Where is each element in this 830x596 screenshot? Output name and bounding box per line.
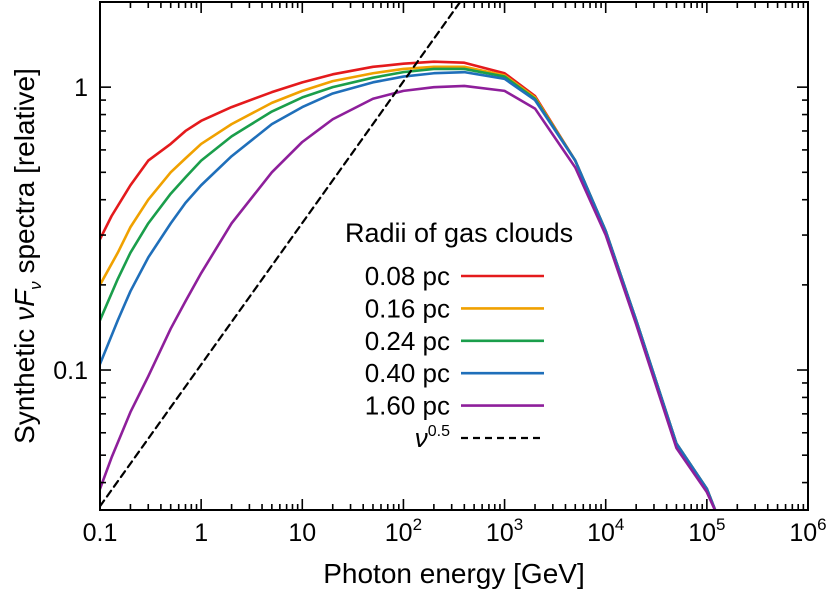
y-axis-title-nu: ν	[9, 307, 40, 321]
x-tick-label: 106	[789, 515, 826, 547]
x-tick-label: 103	[486, 515, 523, 547]
series-line-3	[100, 70, 717, 510]
x-tick-label: 105	[688, 515, 725, 547]
legend-label-1: 0.16 pc	[365, 293, 450, 323]
y-axis-title: Synthetic νFν spectra [relative]	[9, 68, 45, 444]
x-tick-label: 0.1	[83, 519, 118, 547]
x-tick-label: 104	[587, 515, 624, 547]
x-tick-label: 102	[385, 515, 422, 547]
legend-label-3: 0.40 pc	[365, 358, 450, 388]
x-tick-labels: 0.1 1 10 102 103 104 105 106	[83, 515, 827, 547]
tick-layer	[99, 1, 808, 510]
x-tick-label: 1	[194, 519, 208, 547]
legend-label-5: ν0.5	[415, 423, 450, 453]
series-line-4	[100, 84, 717, 510]
legend-label-4: 1.60 pc	[365, 391, 450, 421]
y-axis-title-F: F	[9, 288, 40, 307]
legend-label-0: 0.08 pc	[365, 261, 450, 291]
series-layer	[100, 2, 717, 510]
y-axis-title-prefix: Synthetic	[9, 321, 40, 444]
legend-title: Radii of gas clouds	[345, 218, 573, 248]
y-tick-label: 0.1	[53, 357, 88, 385]
y-tick-labels: 0.11	[53, 74, 88, 385]
legend-label-2: 0.24 pc	[365, 326, 450, 356]
y-axis-title-suffix: spectra [relative]	[9, 68, 40, 281]
y-axis-title-sub: ν	[26, 281, 45, 290]
x-tick-label: 10	[288, 519, 316, 547]
plot-frame	[99, 1, 809, 511]
series-line-5	[100, 2, 462, 508]
x-axis-title: Photon energy [GeV]	[323, 558, 585, 589]
y-tick-label: 1	[74, 74, 88, 102]
